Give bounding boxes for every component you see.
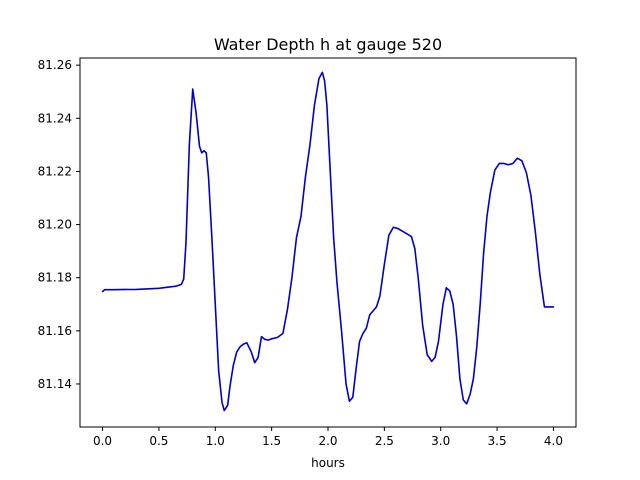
x-axis: 0.0 0.5 1.0 1.5 2.0 2.5 3.0 3.5 4.0 bbox=[93, 427, 563, 448]
series-line-water-depth bbox=[101, 71, 555, 412]
y-tick-label: 81.22 bbox=[38, 164, 72, 178]
y-tick-label: 81.18 bbox=[38, 271, 72, 285]
y-tick-label: 81.16 bbox=[38, 324, 72, 338]
y-tick-label: 81.20 bbox=[38, 218, 72, 232]
x-tick-label: 1.5 bbox=[262, 434, 281, 448]
y-tick-label: 81.14 bbox=[38, 377, 72, 391]
x-tick-label: 3.5 bbox=[488, 434, 507, 448]
x-tick-label: 1.0 bbox=[206, 434, 225, 448]
x-tick-label: 2.5 bbox=[375, 434, 394, 448]
x-axis-label: hours bbox=[311, 456, 345, 470]
x-tick-label: 2.0 bbox=[318, 434, 337, 448]
x-tick-label: 3.0 bbox=[431, 434, 450, 448]
x-tick-label: 4.0 bbox=[544, 434, 563, 448]
x-tick-label: 0.0 bbox=[93, 434, 112, 448]
y-tick-label: 81.24 bbox=[38, 111, 72, 125]
x-tick-label: 0.5 bbox=[149, 434, 168, 448]
y-tick-label: 81.26 bbox=[38, 58, 72, 72]
y-axis: 81.14 81.16 81.18 81.20 81.22 81.24 81.26 bbox=[38, 58, 80, 391]
chart-title: Water Depth h at gauge 520 bbox=[214, 35, 442, 54]
